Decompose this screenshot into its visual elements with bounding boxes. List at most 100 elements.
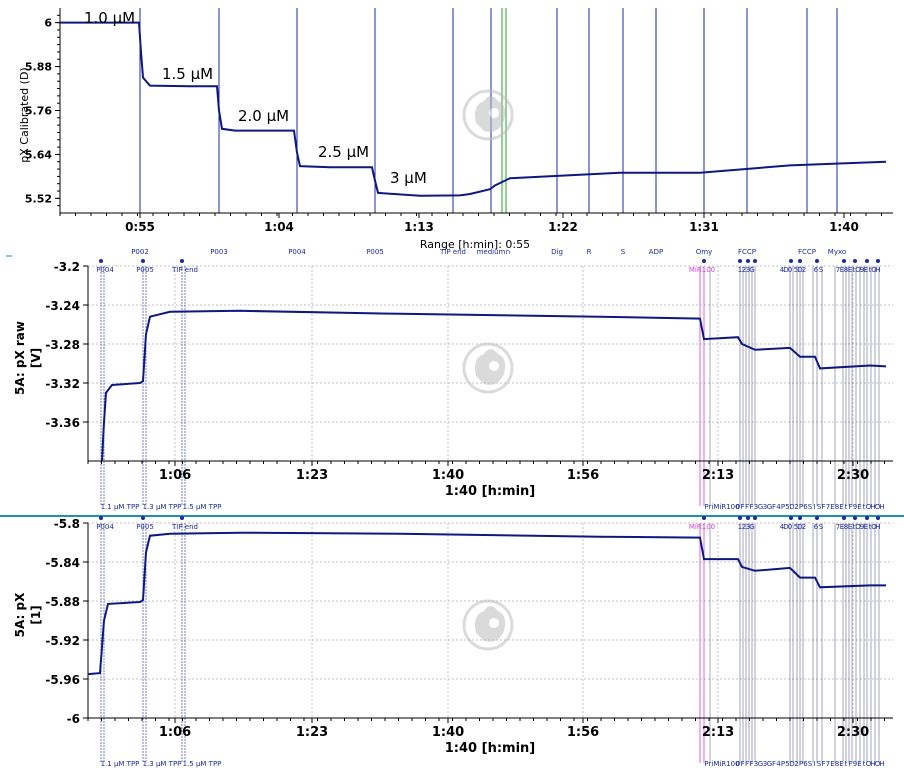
event-label: 5 [785,503,789,511]
event-dot [842,516,846,520]
event-label: 7 [836,523,840,531]
y-tick-label: -3.24 [45,299,80,313]
event-label: t [863,503,866,511]
event-label: G [749,266,754,274]
event-label: 7 [826,760,830,768]
event-label: 2 [794,503,798,511]
x-tick-label: 1:40 [829,220,859,234]
event-label: E [857,760,861,768]
event-label: 8 [835,503,839,511]
event-label: P004 [96,523,114,531]
event-label: H [879,760,884,768]
event-label: t [869,266,872,274]
x-tick-label: 1:56 [567,468,599,483]
event-label: E [848,523,852,531]
x-tick-label: 2:30 [837,468,869,483]
event-label: P004 [288,248,306,256]
event-label: H [879,503,884,511]
concentration-label: 2.0 µM [238,107,289,125]
event-label: I [813,760,815,768]
event-dot [853,259,857,263]
concentration-label: 3 µM [390,169,427,187]
event-dot [876,516,880,520]
event-label: 0 [736,503,740,511]
event-label: S [817,760,822,768]
event-dot [789,259,793,263]
event-label: 9 [853,760,857,768]
event-label: 2 [802,523,806,531]
event-label: 5 [785,760,789,768]
pomegranate-logo-icon [462,599,514,651]
event-label: 3 [746,523,750,531]
event-label: E [839,760,843,768]
y-tick-label: -3.36 [45,416,80,430]
event-label: TIP end [171,266,198,274]
y-axis-label: pX Calibrated (D) [18,67,31,162]
event-dot [798,259,802,263]
concentration-label: 1.5 µM [162,65,213,83]
event-label: P005 [136,266,154,274]
x-axis-label: 1:40 [h:min] [445,484,535,499]
event-label: P [799,503,803,511]
event-label: S [819,523,824,531]
event-label: S [817,503,822,511]
event-label: F [772,503,776,511]
event-label: H [875,266,880,274]
event-label: 5 [794,523,798,531]
event-label: E [848,266,852,274]
event-label: F [749,760,753,768]
event-label: F [740,503,744,511]
event-dot [865,516,869,520]
bottom-chart: -5.8-5.84-5.88-5.92-5.96-61:06 1:23 1:40 1:… [13,516,893,768]
event-label: P004 [96,266,114,274]
pomegranate-logo-icon [462,342,514,394]
event-label: F [848,503,852,511]
event-label: Omy [696,248,712,256]
y-tick-label: -5.92 [45,634,80,648]
x-tick-label: 1:06 [159,725,191,740]
event-dot [738,516,742,520]
event-dot [789,516,793,520]
event-dot [798,516,802,520]
event-label: R [587,248,592,256]
data-series-line [87,531,886,676]
y-axis-unit: [V] [29,348,43,368]
event-label: I [813,503,815,511]
event-dot [746,516,750,520]
event-label: 8 [835,760,839,768]
x-tick-label: 1:04 [264,220,294,234]
event-label: 2 [802,266,806,274]
event-label: 7 [836,266,840,274]
event-label: medium [477,248,506,256]
event-label: G [767,760,772,768]
event-label: E [830,503,834,511]
concentration-label: 1.0 µM [84,9,135,27]
event-label: 6 [814,266,819,274]
event-label: 9 [860,266,864,274]
event-label: PriMiR100 [704,760,739,768]
concentration-label: 2.5 µM [318,143,369,161]
event-dot [180,259,184,263]
event-label: 1.5 µM TPP [183,503,222,511]
event-label: P002 [131,248,149,256]
y-tick-label: -5.88 [45,595,80,609]
event-dot [865,259,869,263]
x-tick-label: 1:40 [432,725,464,740]
event-dot [99,516,103,520]
pomegranate-logo-icon [462,89,514,141]
event-label: 6 [814,523,819,531]
event-label: 4 [780,523,785,531]
event-label: D [789,503,794,511]
data-series-line [60,21,887,197]
x-tick-label: 1:40 [432,468,464,483]
event-label: 9 [860,523,864,531]
event-label: G [767,503,772,511]
event-label: H [870,760,875,768]
event-label: FCCP [738,248,756,256]
event-dot [876,259,880,263]
event-label: F [745,503,749,511]
event-label: 1.1 µM TPP [101,760,140,768]
event-label: n [506,248,510,256]
event-dot [702,516,706,520]
x-tick-label: 1:23 [296,725,328,740]
